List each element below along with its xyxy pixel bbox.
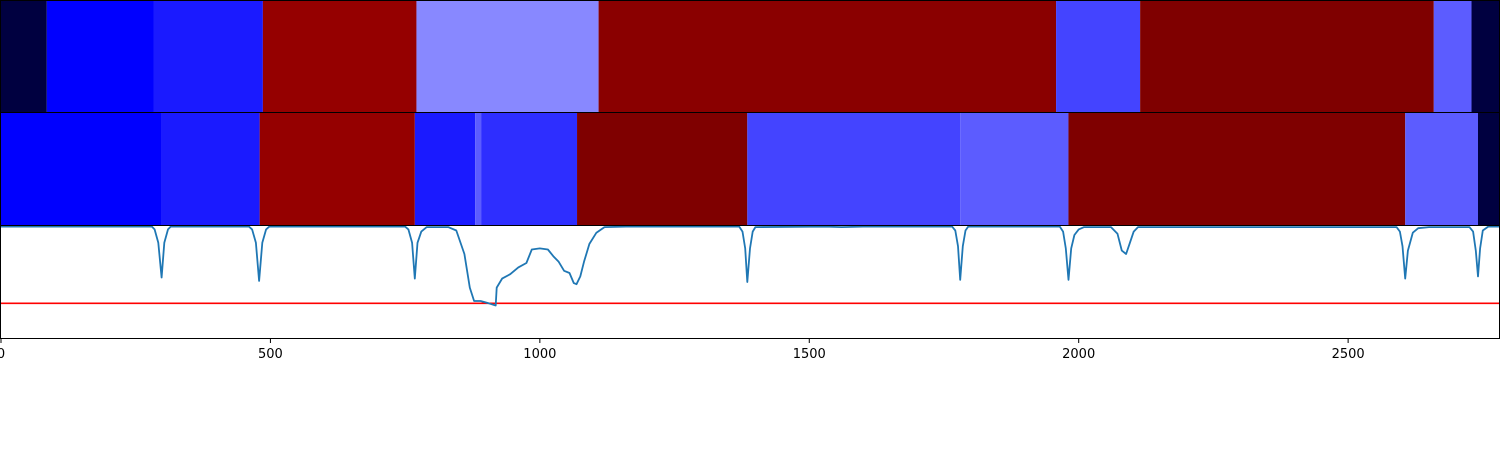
heatmap-cell	[481, 113, 578, 225]
heatmap-cell	[1477, 113, 1499, 225]
x-tick-label: 2000	[1062, 347, 1095, 362]
heatmap-cell	[414, 113, 476, 225]
heatmap-cell	[416, 1, 599, 112]
heatmap-panel-middle	[1, 113, 1499, 225]
heatmap-cell	[1, 113, 162, 225]
heatmap-cell	[747, 113, 961, 225]
heatmap-cell	[259, 113, 415, 225]
heatmap-cell	[577, 113, 748, 225]
heatmap-cell	[1068, 113, 1406, 225]
x-axis: 0 500 1000 1500 2000 2500	[0, 338, 1365, 362]
heatmap-cell	[153, 1, 263, 112]
heatmap-cell	[1471, 1, 1499, 112]
heatmap-cell	[161, 113, 260, 225]
heatmap-cell	[598, 1, 1057, 112]
x-tick-label: 1500	[793, 347, 826, 362]
panel-frame	[0, 225, 1500, 339]
heatmap-cell	[262, 1, 417, 112]
heatmap-cell	[475, 113, 482, 225]
line-panel	[1, 225, 1499, 307]
heatmap-cell	[1405, 113, 1478, 225]
series-line	[1, 225, 1499, 307]
heatmap-panel-top	[1, 1, 1499, 112]
heatmap-cell	[1056, 1, 1141, 112]
x-tick-label: 0	[0, 347, 5, 362]
x-tick-label: 1000	[523, 347, 556, 362]
x-tick-label: 500	[258, 347, 283, 362]
heatmap-cell	[1433, 1, 1472, 112]
heatmap-cell	[1, 1, 47, 112]
heatmap-cell	[960, 113, 1069, 225]
heatmap-cell	[1140, 1, 1434, 112]
x-tick-label: 2500	[1332, 347, 1365, 362]
heatmap-cell	[46, 1, 154, 112]
